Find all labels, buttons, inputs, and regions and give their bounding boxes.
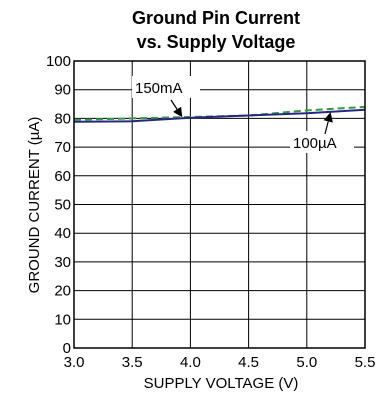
label-arrow-1 — [170, 99, 183, 118]
y-tick-label: 40 — [54, 225, 71, 242]
y-tick-label: 60 — [54, 168, 71, 185]
chart-title: Ground Pin Current — [132, 8, 300, 28]
x-axis-label: SUPPLY VOLTAGE (V) — [144, 375, 299, 392]
label-arrow-2 — [323, 112, 333, 135]
x-tick-label: 5.5 — [355, 354, 376, 371]
series-lines — [73, 105, 366, 123]
y-tick-label: 0 — [63, 340, 71, 357]
y-tick-label: 20 — [54, 283, 71, 300]
y-tick-label: 90 — [54, 82, 71, 99]
series-label-1: 150mA — [135, 80, 183, 97]
x-tick-labels: 3.0 3.5 4.0 4.5 5.0 5.5 — [64, 354, 376, 371]
y-tick-label: 10 — [54, 311, 71, 328]
x-tick-label: 3.0 — [64, 354, 85, 371]
x-tick-label: 4.5 — [238, 354, 259, 371]
y-tick-label: 50 — [54, 197, 71, 214]
y-axis-label: GROUND CURRENT (µA) — [26, 117, 43, 294]
series-annotations: 150mA 100µA — [132, 76, 354, 153]
x-tick-label: 4.0 — [180, 354, 201, 371]
label-bg — [132, 76, 200, 98]
y-tick-label: 100 — [46, 53, 71, 70]
x-tick-label: 5.0 — [296, 354, 317, 371]
y-tick-label: 80 — [54, 110, 71, 127]
series-line-2 — [73, 108, 366, 123]
y-tick-labels: 0 10 20 30 40 50 60 70 80 90 100 — [46, 53, 71, 357]
label-bg — [290, 131, 354, 153]
plot-frame — [73, 60, 366, 349]
y-tick-label: 30 — [54, 254, 71, 271]
grid-lines — [74, 61, 365, 348]
series-label-2: 100µA — [293, 135, 337, 152]
y-tick-label: 70 — [54, 139, 71, 156]
chart-subtitle: vs. Supply Voltage — [137, 32, 296, 52]
x-tick-label: 3.5 — [122, 354, 143, 371]
